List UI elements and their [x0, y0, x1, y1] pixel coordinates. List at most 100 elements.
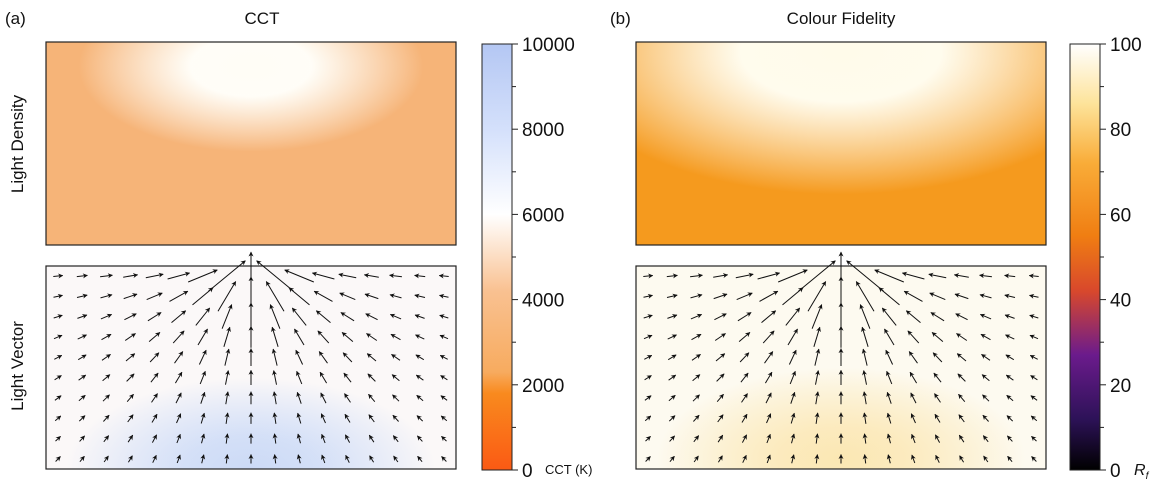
row-label-light-vector: Light Vector	[8, 321, 27, 411]
panel-a: (a) CCT Light Density Light Vector 0 2000…	[5, 9, 592, 482]
vector-arrow	[391, 353, 401, 361]
vector-arrow	[979, 273, 992, 279]
vector-arrow	[439, 334, 449, 340]
vector-arrow	[417, 455, 423, 463]
vector-arrow	[363, 273, 379, 279]
vector-arrow	[126, 373, 135, 382]
vector-arrow	[1030, 375, 1038, 381]
vector-arrow	[862, 391, 868, 405]
vector-arrow	[320, 392, 327, 404]
vector-arrow	[54, 354, 63, 360]
vector-arrow	[224, 433, 230, 444]
vector-arrow	[691, 353, 701, 361]
cct-light-density-map	[45, 41, 457, 246]
vector-arrow	[55, 456, 61, 462]
vector-arrow	[339, 292, 356, 301]
vector-arrow	[798, 260, 836, 292]
vector-arrow	[389, 313, 402, 320]
vector-arrow	[123, 293, 138, 300]
vector-arrow	[318, 351, 328, 364]
vector-arrow	[861, 326, 869, 347]
vector-arrow	[151, 413, 158, 423]
vector-arrow	[668, 415, 676, 422]
vector-arrow	[859, 304, 871, 329]
vector-arrow	[908, 351, 918, 364]
vector-arrow	[345, 454, 350, 463]
vector-arrow	[1005, 334, 1015, 340]
vector-arrow	[441, 456, 447, 462]
vector-arrow	[980, 333, 991, 341]
vector-arrow	[983, 455, 989, 463]
vector-arrow	[77, 314, 88, 319]
vector-arrow	[1030, 415, 1038, 422]
vector-arrow	[366, 333, 378, 341]
vector-arrow	[124, 313, 137, 321]
vector-arrow	[199, 370, 206, 385]
vector-arrow	[909, 371, 918, 384]
vector-arrow	[765, 392, 772, 404]
vector-arrow	[272, 433, 278, 444]
vector-arrow	[152, 454, 157, 463]
vector-arrow	[53, 273, 64, 279]
vector-arrow	[742, 454, 747, 463]
vector-arrow	[667, 334, 677, 340]
vector-arrow	[759, 290, 779, 302]
vector-arrow	[717, 455, 723, 463]
vector-arrow	[392, 414, 399, 422]
vector-arrow	[788, 349, 797, 365]
vector-arrow	[814, 454, 820, 464]
vector-arrow	[814, 412, 820, 424]
vector-arrow	[932, 352, 943, 363]
vector-arrow	[862, 370, 868, 385]
vector-arrow	[417, 435, 423, 442]
vector-arrow	[881, 307, 897, 326]
vector-arrow	[953, 273, 969, 279]
vector-arrow	[389, 293, 402, 299]
vector-arrow	[200, 433, 206, 444]
vector-arrow	[713, 273, 729, 279]
vector-arrow	[669, 435, 675, 442]
vector-arrow	[126, 393, 134, 403]
vector-arrow	[762, 330, 775, 344]
fidelity-colorbar	[1069, 43, 1101, 471]
vector-arrow	[368, 434, 375, 443]
vector-arrow	[441, 435, 447, 442]
fidelity-light-density-map	[635, 41, 1047, 246]
vector-arrow	[930, 312, 945, 322]
row-label-light-density: Light Density	[8, 94, 27, 193]
vector-arrow	[317, 330, 330, 344]
fidelity-colorbar-tick-label: 100	[1110, 35, 1142, 56]
vector-arrow	[321, 454, 326, 464]
vector-arrow	[846, 260, 884, 292]
vector-arrow	[440, 395, 448, 401]
vector-arrow	[296, 391, 302, 404]
vector-arrow	[291, 307, 307, 326]
vector-arrow	[981, 374, 990, 382]
vector-arrow	[690, 293, 703, 299]
vector-arrow	[1031, 456, 1037, 462]
vector-arrow	[1005, 374, 1014, 381]
vector-arrow	[907, 330, 920, 344]
vector-arrow	[645, 456, 651, 462]
vector-arrow	[1007, 455, 1013, 463]
cct-colorbar-ticks: 0 2000 4000 6000 8000 10000	[512, 35, 575, 482]
vector-arrow	[789, 370, 796, 385]
vector-arrow	[1007, 435, 1013, 442]
vector-arrow	[416, 415, 424, 422]
vector-arrow	[982, 394, 990, 402]
vector-arrow	[76, 273, 88, 279]
vector-arrow	[391, 374, 400, 382]
vector-arrow	[934, 413, 941, 423]
vector-arrow	[221, 304, 233, 329]
vector-arrow	[269, 304, 281, 329]
vector-arrow	[935, 454, 940, 463]
vector-arrow	[717, 434, 724, 443]
vector-arrow	[76, 293, 88, 299]
vector-arrow	[981, 353, 991, 361]
panel-a-label: (a)	[5, 9, 26, 28]
vector-arrow	[645, 435, 651, 442]
fidelity-colorbar-tick-label: 20	[1110, 376, 1131, 397]
vector-arrow	[690, 273, 703, 279]
vector-arrow	[172, 330, 185, 344]
